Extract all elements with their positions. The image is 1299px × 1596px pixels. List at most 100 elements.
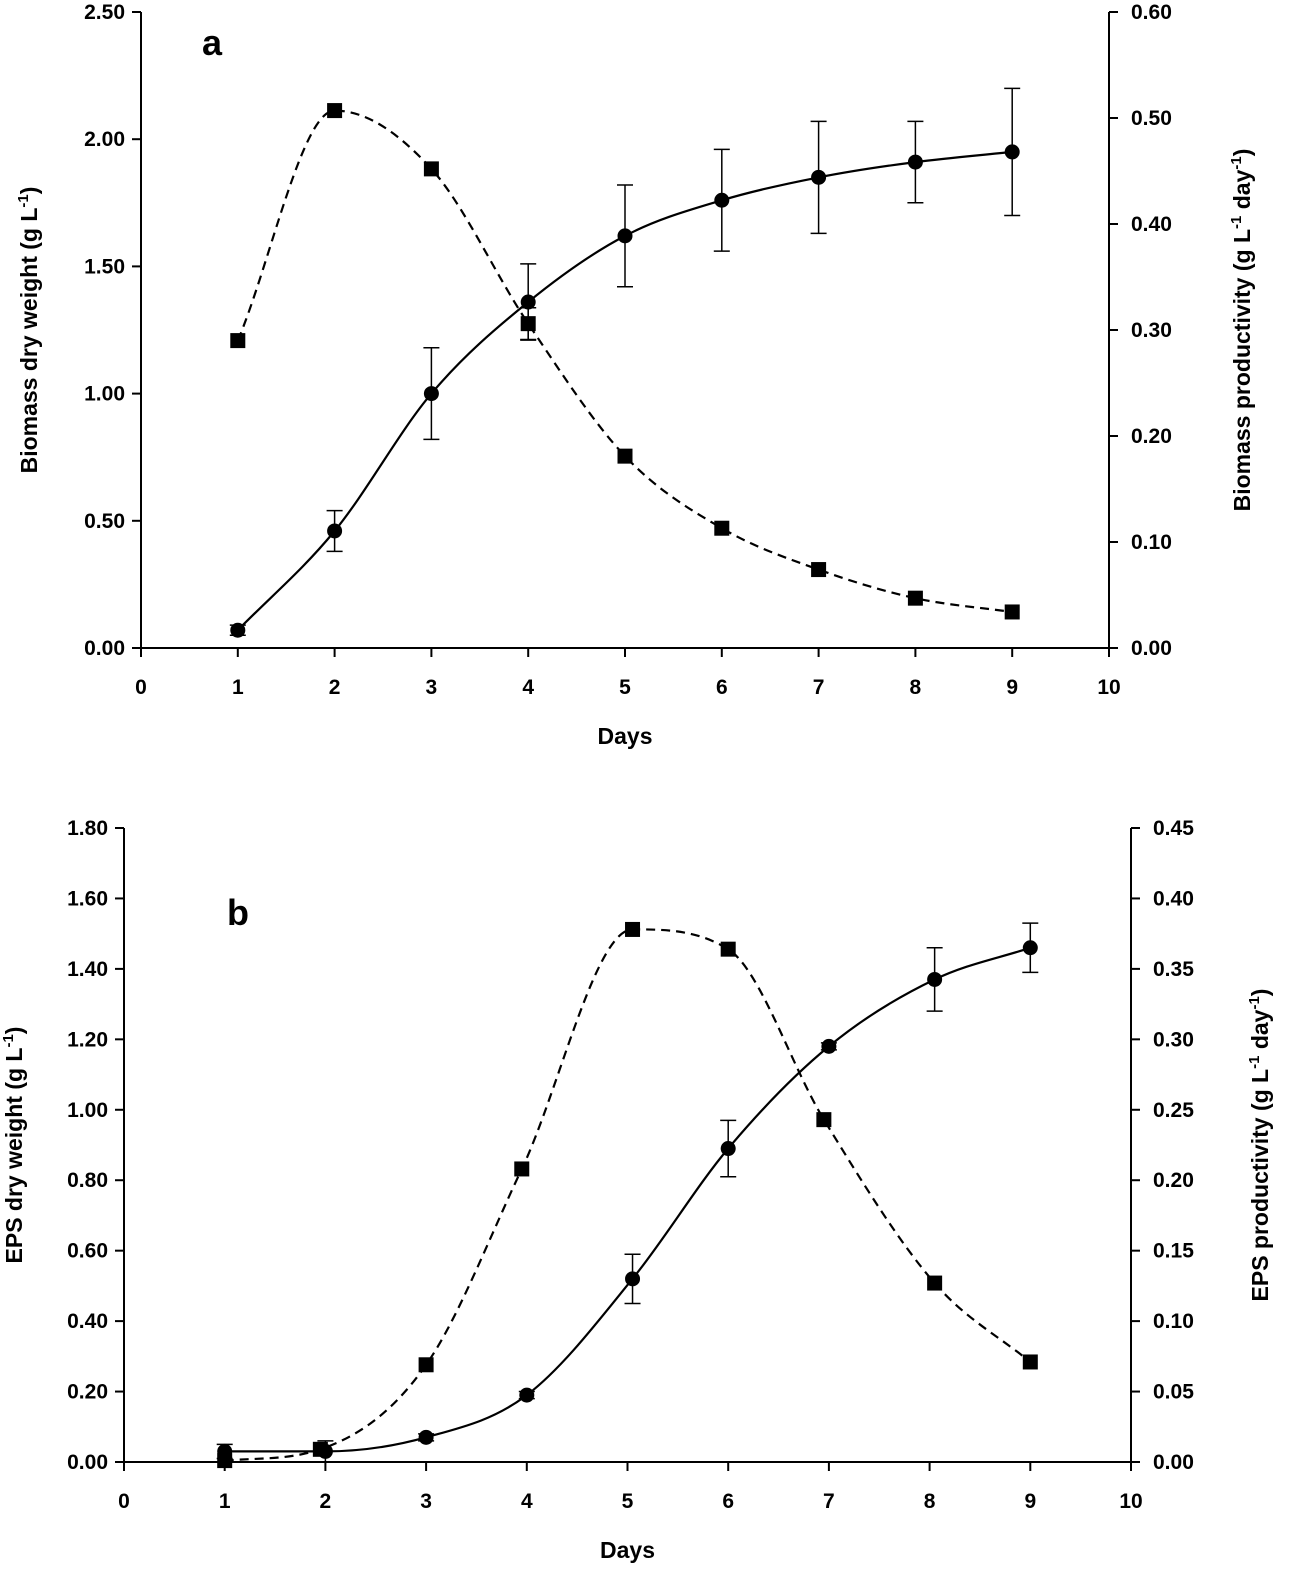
data-point-square [816, 1112, 832, 1128]
x-tick-label: 2 [329, 676, 341, 699]
x-tick-label: 6 [722, 1490, 734, 1513]
left-y-axis-title-end: ) [16, 187, 42, 195]
x-tick-label: 8 [910, 676, 922, 699]
x-tick-label: 7 [813, 676, 825, 699]
left-y-axis-title-sup: -1 [15, 194, 32, 207]
right-y-tick-label: 0.45 [1153, 817, 1194, 840]
x-tick-label: 9 [1024, 1490, 1036, 1513]
left-y-tick-label: 0.00 [67, 1451, 108, 1474]
data-point-square [520, 316, 536, 332]
right-y-axis-title-text: EPS productivity (g L [1247, 1069, 1273, 1302]
data-point-circle [811, 169, 827, 185]
data-point-circle [625, 1271, 641, 1287]
right-y-tick-label: 0.30 [1131, 319, 1172, 342]
data-point-circle [327, 523, 343, 539]
data-point-square [714, 520, 730, 536]
right-y-tick-label: 0.00 [1153, 1451, 1194, 1474]
left-y-tick-label: 1.40 [67, 958, 108, 981]
x-tick-label: 1 [219, 1490, 231, 1513]
left-y-tick-label: 1.20 [67, 1028, 108, 1051]
right-y-tick-label: 0.05 [1153, 1381, 1194, 1404]
data-point-square [720, 941, 736, 957]
data-point-circle [418, 1429, 434, 1445]
x-tick-label: 10 [1097, 676, 1120, 699]
x-tick-label: 5 [619, 676, 631, 699]
left-y-tick-label: 2.00 [84, 128, 125, 151]
right-y-axis-title-mid: day [1229, 169, 1255, 215]
data-point-circle [230, 622, 246, 638]
data-point-circle [617, 228, 633, 244]
right-y-tick-label: 0.35 [1153, 958, 1194, 981]
left-y-tick-label: 0.50 [84, 510, 125, 533]
right-y-tick-label: 0.00 [1131, 637, 1172, 660]
data-point-square [423, 161, 439, 177]
x-tick-label: 1 [232, 676, 244, 699]
data-point-square [217, 1453, 233, 1469]
x-tick-label: 10 [1119, 1490, 1142, 1513]
data-point-circle [423, 386, 439, 402]
x-tick-label: 2 [320, 1490, 332, 1513]
left-y-axis-title: EPS dry weight (g L-1) [0, 1027, 27, 1264]
x-tick-label: 4 [522, 676, 534, 699]
data-point-circle [519, 1387, 535, 1403]
right-y-tick-label: 0.40 [1131, 213, 1172, 236]
weight-series-line [224, 946, 1031, 1453]
data-point-circle [720, 1141, 736, 1157]
data-point-square [811, 562, 827, 578]
left-y-axis-title-text: Biomass dry weight (g L [16, 208, 42, 474]
left-y-tick-label: 0.00 [84, 637, 125, 660]
panel-b-chart: 0.00 0.20 0.40 0.60 0.80 1.00 1.20 1.40 1.60 1.80… [0, 817, 1273, 1563]
data-point-square [514, 1161, 530, 1177]
left-y-tick-label: 0.40 [67, 1310, 108, 1333]
data-point-square [327, 103, 343, 119]
left-y-tick-label: 1.50 [84, 255, 125, 278]
right-y-axis-title-sup: -1 [1246, 1056, 1263, 1069]
x-tick-label: 0 [135, 676, 147, 699]
right-y-axis-title-text: Biomass productivity (g L [1229, 229, 1255, 511]
right-y-axis-title-sup: -1 [1246, 996, 1263, 1009]
panel-label: a [202, 22, 223, 63]
right-y-axis-title-sup: -1 [1228, 156, 1245, 169]
productivity-series-line [224, 928, 1031, 1462]
left-y-tick-label: 1.00 [84, 383, 125, 406]
right-y-tick-label: 0.50 [1131, 107, 1172, 130]
x-tick-label: 8 [924, 1490, 936, 1513]
right-y-axis-title: Biomass productivity (g L-1 day-1) [1228, 149, 1255, 512]
data-point-circle [1022, 940, 1038, 956]
left-y-axis-title-sup: -1 [0, 1034, 17, 1047]
left-y-axis-title-text: EPS dry weight (g L [1, 1048, 27, 1264]
data-point-square [927, 1275, 943, 1291]
right-y-axis-title: EPS productivity (g L-1 day-1) [1246, 989, 1273, 1302]
x-axis-title: Days [600, 1537, 655, 1563]
x-tick-label: 3 [420, 1490, 432, 1513]
data-point-square [907, 590, 923, 606]
data-point-circle [1004, 144, 1020, 160]
right-y-axis-title-mid: day [1247, 1009, 1273, 1055]
x-axis-title: Days [598, 723, 653, 749]
x-tick-label: 3 [426, 676, 438, 699]
productivity-series-line [236, 109, 1013, 614]
data-point-square [1004, 604, 1020, 620]
right-y-tick-label: 0.20 [1131, 425, 1172, 448]
right-y-axis-title-end: ) [1247, 989, 1273, 997]
data-point-square [625, 921, 641, 937]
left-y-tick-label: 1.80 [67, 817, 108, 840]
left-y-tick-label: 0.20 [67, 1381, 108, 1404]
right-y-axis-title-sup: -1 [1228, 216, 1245, 229]
data-point-circle [927, 971, 943, 987]
data-point-circle [821, 1038, 837, 1054]
data-point-square [312, 1441, 328, 1457]
left-y-axis-title: Biomass dry weight (g L-1) [15, 187, 42, 474]
right-y-tick-label: 0.30 [1153, 1028, 1194, 1051]
panel-a-chart: 0.00 0.50 1.00 1.50 2.00 2.50 0.00 0.10 0.20 0.30… [15, 1, 1255, 749]
right-y-tick-label: 0.40 [1153, 887, 1194, 910]
weight-series-line [237, 150, 1013, 631]
data-point-circle [907, 154, 923, 170]
left-y-tick-label: 2.50 [84, 1, 125, 24]
x-tick-label: 7 [823, 1490, 835, 1513]
data-point-square [418, 1357, 434, 1373]
data-point-square [230, 333, 246, 349]
left-y-tick-label: 0.80 [67, 1169, 108, 1192]
x-tick-label: 0 [118, 1490, 130, 1513]
